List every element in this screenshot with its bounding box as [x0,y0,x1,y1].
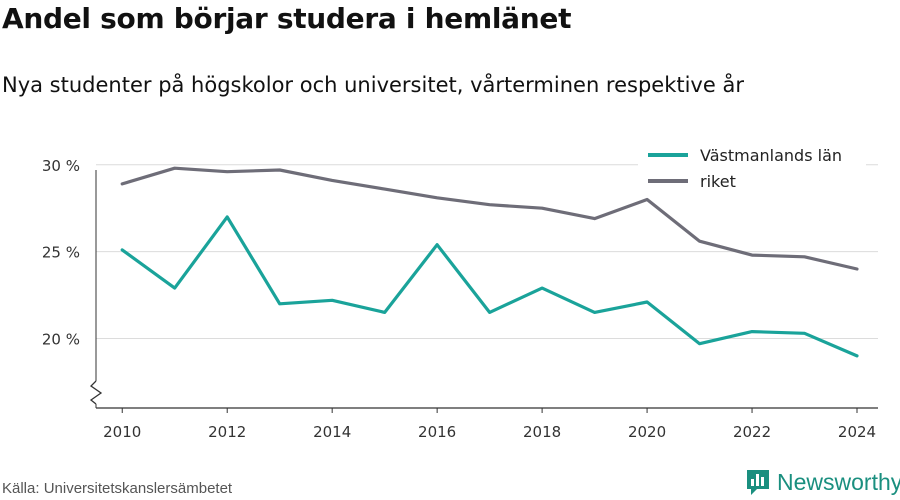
source-note: Källa: Universitetskanslersämbetet [2,480,233,497]
chart-subtitle: Nya studenter på högskolor och universit… [2,73,744,97]
x-tick-label: 2010 [103,423,141,441]
brand-logo[interactable]: Newsworthy [745,467,900,497]
legend-label: riket [700,172,736,191]
x-tick-label: 2018 [523,423,561,441]
y-tick-label: 25 % [42,244,80,262]
legend: Västmanlands län riket [638,140,866,192]
x-tick-label: 2016 [418,423,456,441]
x-tick-label: 2012 [208,423,246,441]
x-tick-label: 2020 [628,423,666,441]
series-line-0 [120,215,859,358]
bar-chart-logo-icon [747,470,769,495]
chart-title: Andel som börjar studera i hemlänet [2,2,572,35]
legend-label: Västmanlands län [700,146,842,165]
y-tick-label: 20 % [42,331,80,349]
axis-break-icon [89,380,103,405]
series-lines [120,166,859,358]
x-tick-label: 2014 [313,423,351,441]
brand-name: Newsworthy [777,468,900,495]
legend-background [638,140,866,192]
x-tick-label: 2022 [733,423,771,441]
y-tick-label: 30 % [42,157,80,175]
x-tick-label: 2024 [838,423,876,441]
axes: 20 % 25 % 30 % 2010 2012 2014 2016 2018 2020 2022… [42,157,878,441]
series-line-1 [120,166,859,271]
